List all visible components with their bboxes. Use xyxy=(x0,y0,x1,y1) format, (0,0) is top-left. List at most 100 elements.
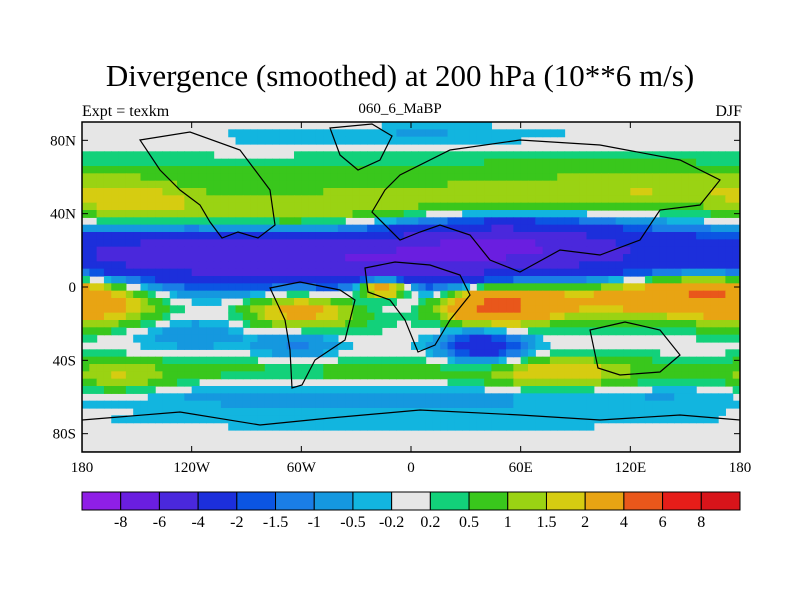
field-cell xyxy=(447,122,456,130)
field-cell xyxy=(264,342,273,350)
field-cell xyxy=(666,320,675,328)
field-cell xyxy=(469,261,478,270)
field-cell xyxy=(462,334,471,343)
field-cell xyxy=(330,246,339,255)
field-cell xyxy=(367,371,376,380)
field-cell xyxy=(608,261,617,270)
field-cell xyxy=(359,224,368,233)
field-cell xyxy=(155,224,164,233)
field-cell xyxy=(242,224,251,233)
field-cell xyxy=(652,195,661,204)
field-cell xyxy=(118,158,127,167)
field-cell xyxy=(593,400,602,409)
field-cell xyxy=(337,415,346,424)
field-cell xyxy=(184,393,193,402)
field-cell xyxy=(213,210,222,218)
field-cell xyxy=(586,268,595,277)
field-cell xyxy=(557,422,566,431)
colorbar: -8 -6 -4 -2 -1.5 -1 -0.5 -0.2 0.2 0.5 1 1.5 2 4 6 8 xyxy=(81,491,741,531)
field-cell xyxy=(601,356,609,365)
field-cell xyxy=(228,261,237,270)
field-cell xyxy=(96,364,105,372)
field-cell xyxy=(279,158,288,167)
field-cell xyxy=(118,386,127,394)
field-cell xyxy=(454,151,463,160)
field-cell xyxy=(228,371,237,380)
field-cell xyxy=(659,158,668,167)
field-cell xyxy=(418,422,427,431)
field-cell xyxy=(286,129,295,138)
field-cell xyxy=(440,386,449,394)
field-cell xyxy=(469,371,478,380)
field-cell xyxy=(718,312,726,321)
field-cell xyxy=(213,371,222,380)
field-cell xyxy=(725,327,734,336)
field-cell xyxy=(542,268,551,277)
field-cell xyxy=(279,210,288,218)
field-cell xyxy=(111,298,120,306)
field-cell xyxy=(111,224,120,233)
field-cell xyxy=(272,276,280,284)
field-cell xyxy=(549,400,558,409)
field-cell xyxy=(703,173,712,182)
field-cell xyxy=(257,158,266,167)
field-cell xyxy=(571,422,580,431)
field-cell xyxy=(294,224,302,233)
field-cell xyxy=(162,298,171,306)
field-cell xyxy=(469,122,478,130)
field-cell xyxy=(220,188,229,196)
field-cell xyxy=(659,415,668,424)
field-cell xyxy=(425,298,434,306)
field-cell xyxy=(718,305,726,314)
field-cell xyxy=(484,268,493,277)
field-cell xyxy=(476,305,485,314)
field-cell xyxy=(432,305,441,314)
field-cell xyxy=(323,202,332,211)
field-cell xyxy=(294,364,302,372)
field-cell xyxy=(454,261,463,270)
field-cell xyxy=(315,408,324,416)
field-cell xyxy=(710,158,719,167)
field-cell xyxy=(228,217,237,226)
field-cell xyxy=(352,158,361,167)
field-cell xyxy=(323,334,332,343)
field-cell xyxy=(666,364,675,372)
field-cell xyxy=(593,349,602,358)
field-cell xyxy=(432,246,441,255)
field-cell xyxy=(337,356,346,365)
field-cell xyxy=(725,371,734,380)
field-cell xyxy=(586,386,595,394)
field-cell xyxy=(469,151,478,160)
field-cell xyxy=(462,298,471,306)
field-cell xyxy=(250,173,259,182)
field-cell xyxy=(718,371,726,380)
field-cell xyxy=(710,166,719,174)
field-cell xyxy=(440,239,449,248)
field-cell xyxy=(257,268,266,277)
field-cell xyxy=(593,261,602,270)
field-cell xyxy=(732,268,740,277)
field-cell xyxy=(301,239,310,248)
field-cell xyxy=(111,232,120,240)
field-cell xyxy=(162,173,171,182)
field-cell xyxy=(89,400,98,409)
field-cell xyxy=(279,298,288,306)
field-cell xyxy=(286,276,295,284)
field-cell xyxy=(235,334,244,343)
field-cell xyxy=(593,378,602,387)
field-cell xyxy=(469,408,478,416)
field-cell xyxy=(301,158,310,167)
field-cell xyxy=(491,254,500,262)
field-cell xyxy=(250,312,259,321)
field-cell xyxy=(454,180,463,189)
field-cell xyxy=(659,261,668,270)
field-cell xyxy=(557,173,566,182)
field-cell xyxy=(637,312,646,321)
field-cell xyxy=(82,239,90,248)
field-cell xyxy=(659,268,668,277)
field-cell xyxy=(601,400,609,409)
field-cell xyxy=(323,129,332,138)
field-cell xyxy=(542,378,551,387)
field-cell xyxy=(389,393,397,402)
field-cell xyxy=(513,400,522,409)
